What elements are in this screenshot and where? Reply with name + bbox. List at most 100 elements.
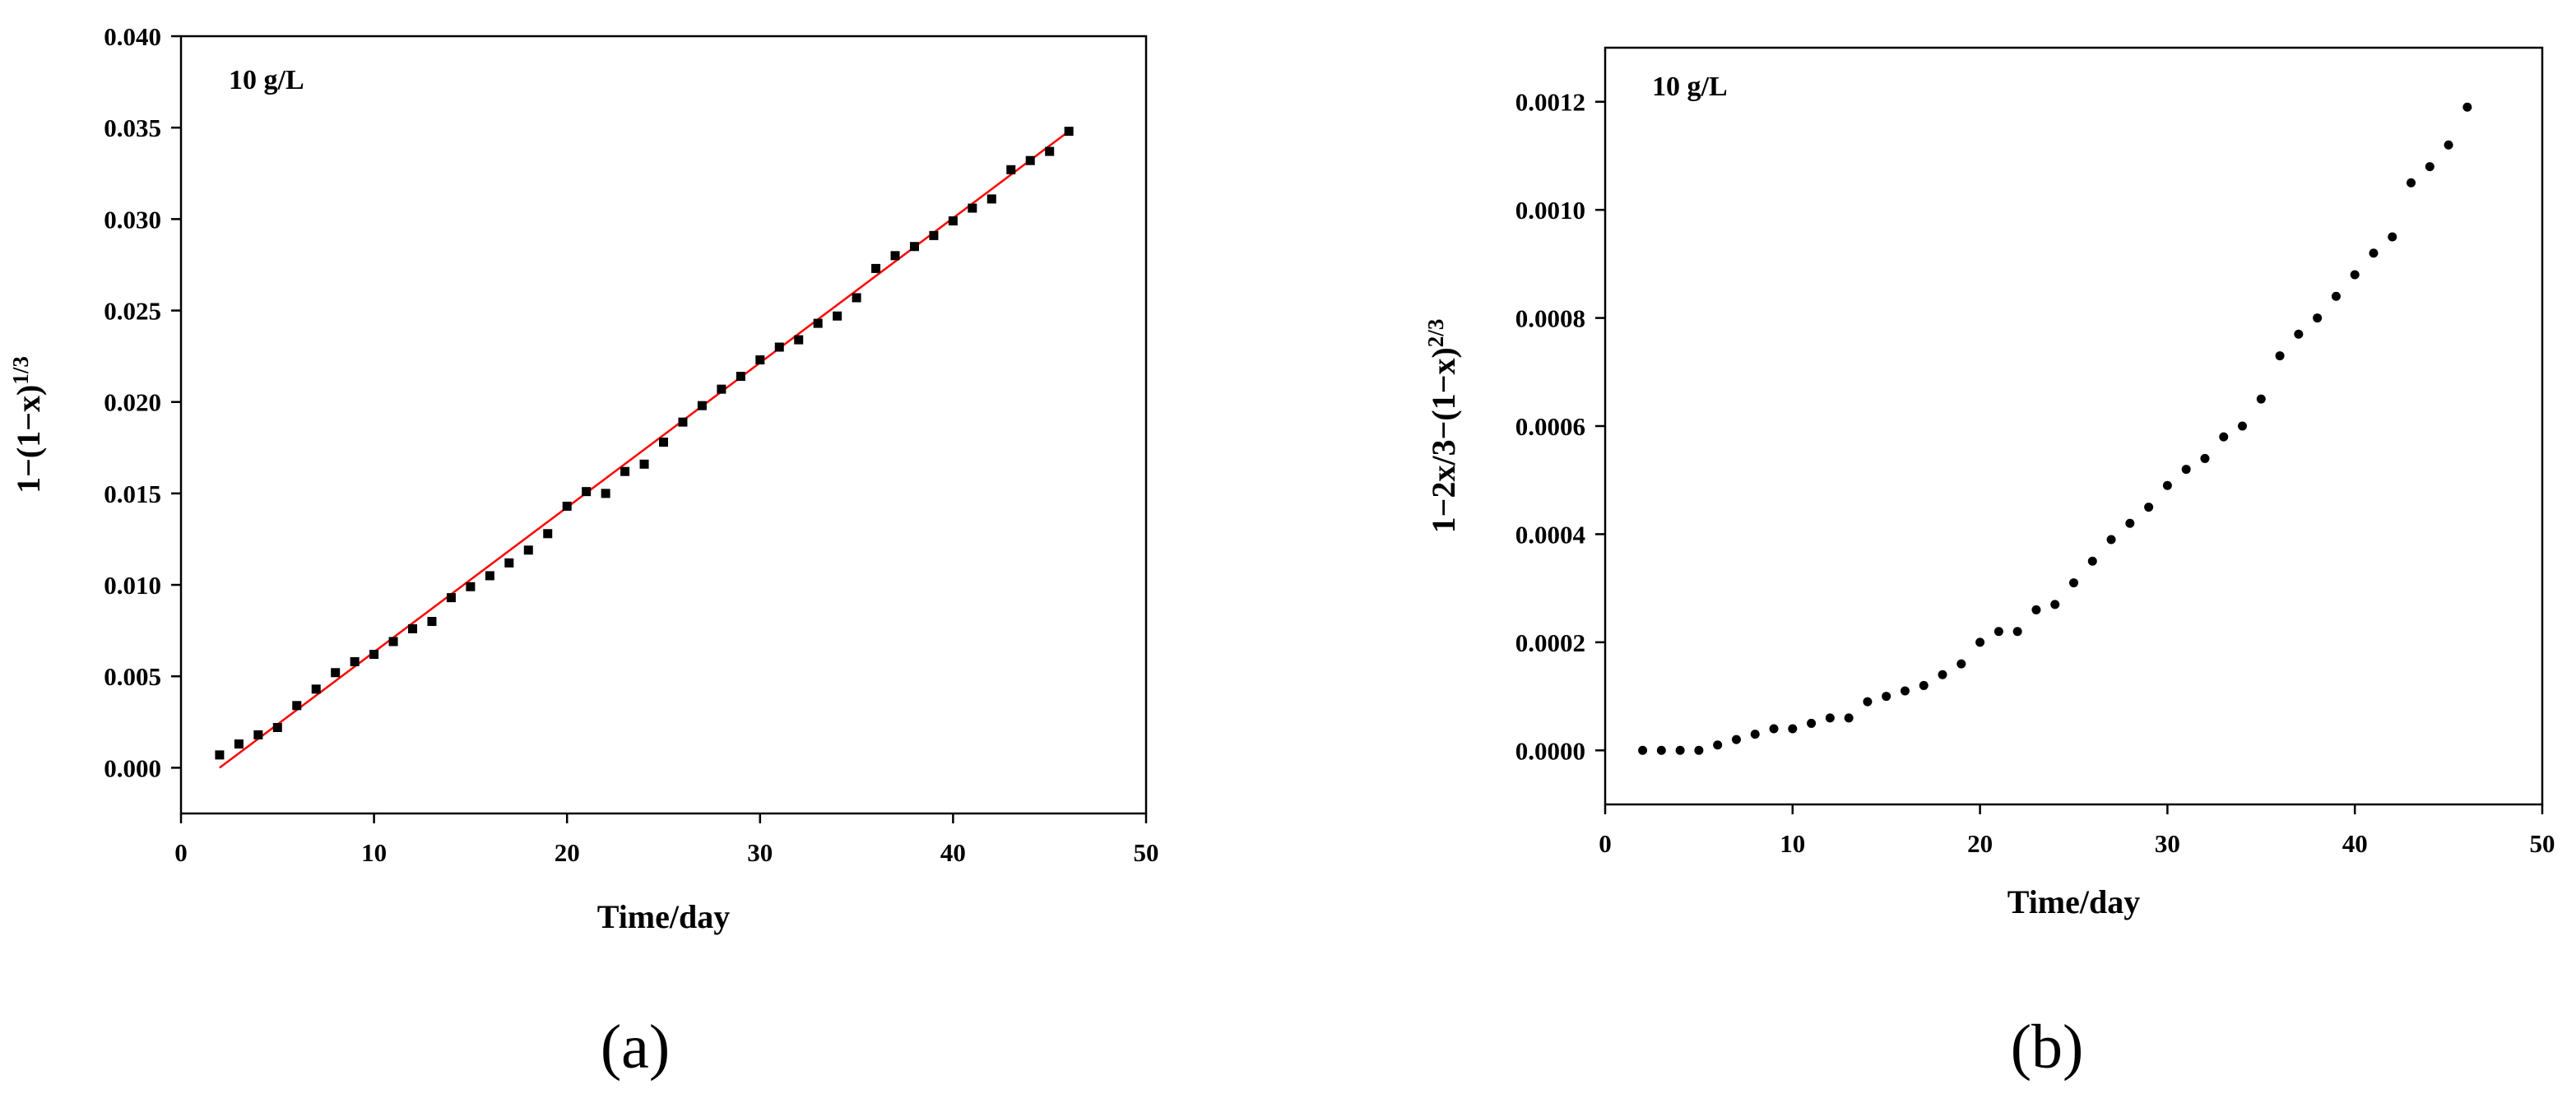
y-tick-label: 0.0000 [1515,736,1585,765]
data-point [909,242,919,252]
x-tick-label: 40 [2342,829,2368,858]
data-point [2087,556,2097,566]
data-point [852,293,861,303]
x-tick-label: 0 [174,838,188,867]
data-point [1975,637,1985,647]
data-point [1731,735,1741,744]
data-point [1900,686,1910,696]
data-point [736,372,745,382]
data-point [2425,162,2434,172]
data-point [543,529,553,539]
x-tick-label: 10 [1780,829,1805,858]
data-point [813,318,823,328]
x-axis-title: Time/day [597,898,731,935]
data-point [2407,178,2416,188]
data-point [1863,697,1873,707]
x-axis-title: Time/day [2007,883,2141,920]
data-point [427,617,437,627]
data-point [2275,351,2285,361]
data-point [446,593,456,603]
x-tick-label: 0 [1599,829,1612,858]
data-point [659,438,668,447]
data-point [697,401,707,410]
data-point [639,459,649,469]
x-tick-label: 50 [2530,829,2555,858]
y-tick-label: 0.030 [104,205,161,234]
data-point [1675,745,1685,755]
data-point [234,739,244,749]
data-point [2369,248,2379,258]
x-tick-label: 30 [2155,829,2180,858]
data-point [717,384,726,394]
data-point [2162,480,2172,490]
data-point [678,417,688,427]
y-axis-title-main: 1−2x/3−(1−x) [1425,347,1462,533]
chart-panel-b: 0 10 20 30 40 50 0.0000 0.0002 0.0004 0.0006 0.000… [1423,46,2555,1082]
linear-fit-line [219,130,1070,769]
data-point [774,342,784,352]
data-point [1750,730,1760,739]
data-point [968,203,977,213]
plot-frame [179,35,1148,815]
data-point [215,750,225,760]
data-point [1025,155,1035,165]
x-tick-label: 50 [1134,838,1159,867]
data-point [1769,724,1779,734]
data-point [1956,659,1966,669]
panel-label: (b) [2011,1013,2084,1082]
data-point [562,501,572,511]
y-axis-title-main: 1−(1−x) [10,385,47,494]
data-point [311,684,321,694]
data-point [2256,394,2266,404]
data-point [408,623,418,633]
data-point [1006,165,1016,174]
y-tick-label: 0.040 [104,22,161,51]
y-tick-label: 0.010 [104,571,161,600]
data-point [1993,627,2003,637]
data-point [1656,745,1666,755]
y-axis-title-superscript: 2/3 [1423,319,1448,348]
data-point [1638,745,1648,755]
data-point [794,335,804,345]
data-point [1788,724,1798,734]
data-point [1882,692,1891,702]
data-point [2125,518,2135,528]
data-point [253,730,263,739]
data-point [272,722,282,732]
data-point [871,263,881,273]
data-point [2462,102,2472,112]
y-axis-title: 1−(1−x)1/3 [8,356,47,494]
data-point [2050,600,2060,609]
data-point [601,489,610,498]
data-point [755,355,765,365]
data-point [1064,127,1074,137]
data-point [620,466,630,476]
data-point [2219,432,2229,442]
data-point [350,656,360,666]
data-point [504,558,514,568]
data-point [2350,270,2360,280]
data-point [1919,680,1929,690]
data-point [2106,535,2116,545]
y-tick-label: 0.015 [104,480,161,508]
y-tick-label: 0.0008 [1515,304,1585,333]
data-point [929,230,939,240]
x-tick-label: 40 [940,838,966,867]
data-point [2031,605,2041,614]
panel-label: (a) [601,1013,670,1082]
concentration-annotation: 10 g/L [1652,72,1728,102]
y-tick-label: 0.0006 [1515,412,1585,441]
y-tick-label: 0.0002 [1515,628,1585,657]
data-point [890,251,900,261]
data-point [2331,291,2341,301]
y-tick-label: 0.0012 [1515,88,1585,117]
data-point [948,216,958,226]
data-point [986,194,996,204]
y-tick-label: 0.020 [104,388,161,417]
data-point [833,311,842,321]
x-tick-label: 10 [361,838,387,867]
y-tick-label: 0.005 [104,662,161,691]
data-point [2144,503,2154,512]
data-point [466,582,476,591]
